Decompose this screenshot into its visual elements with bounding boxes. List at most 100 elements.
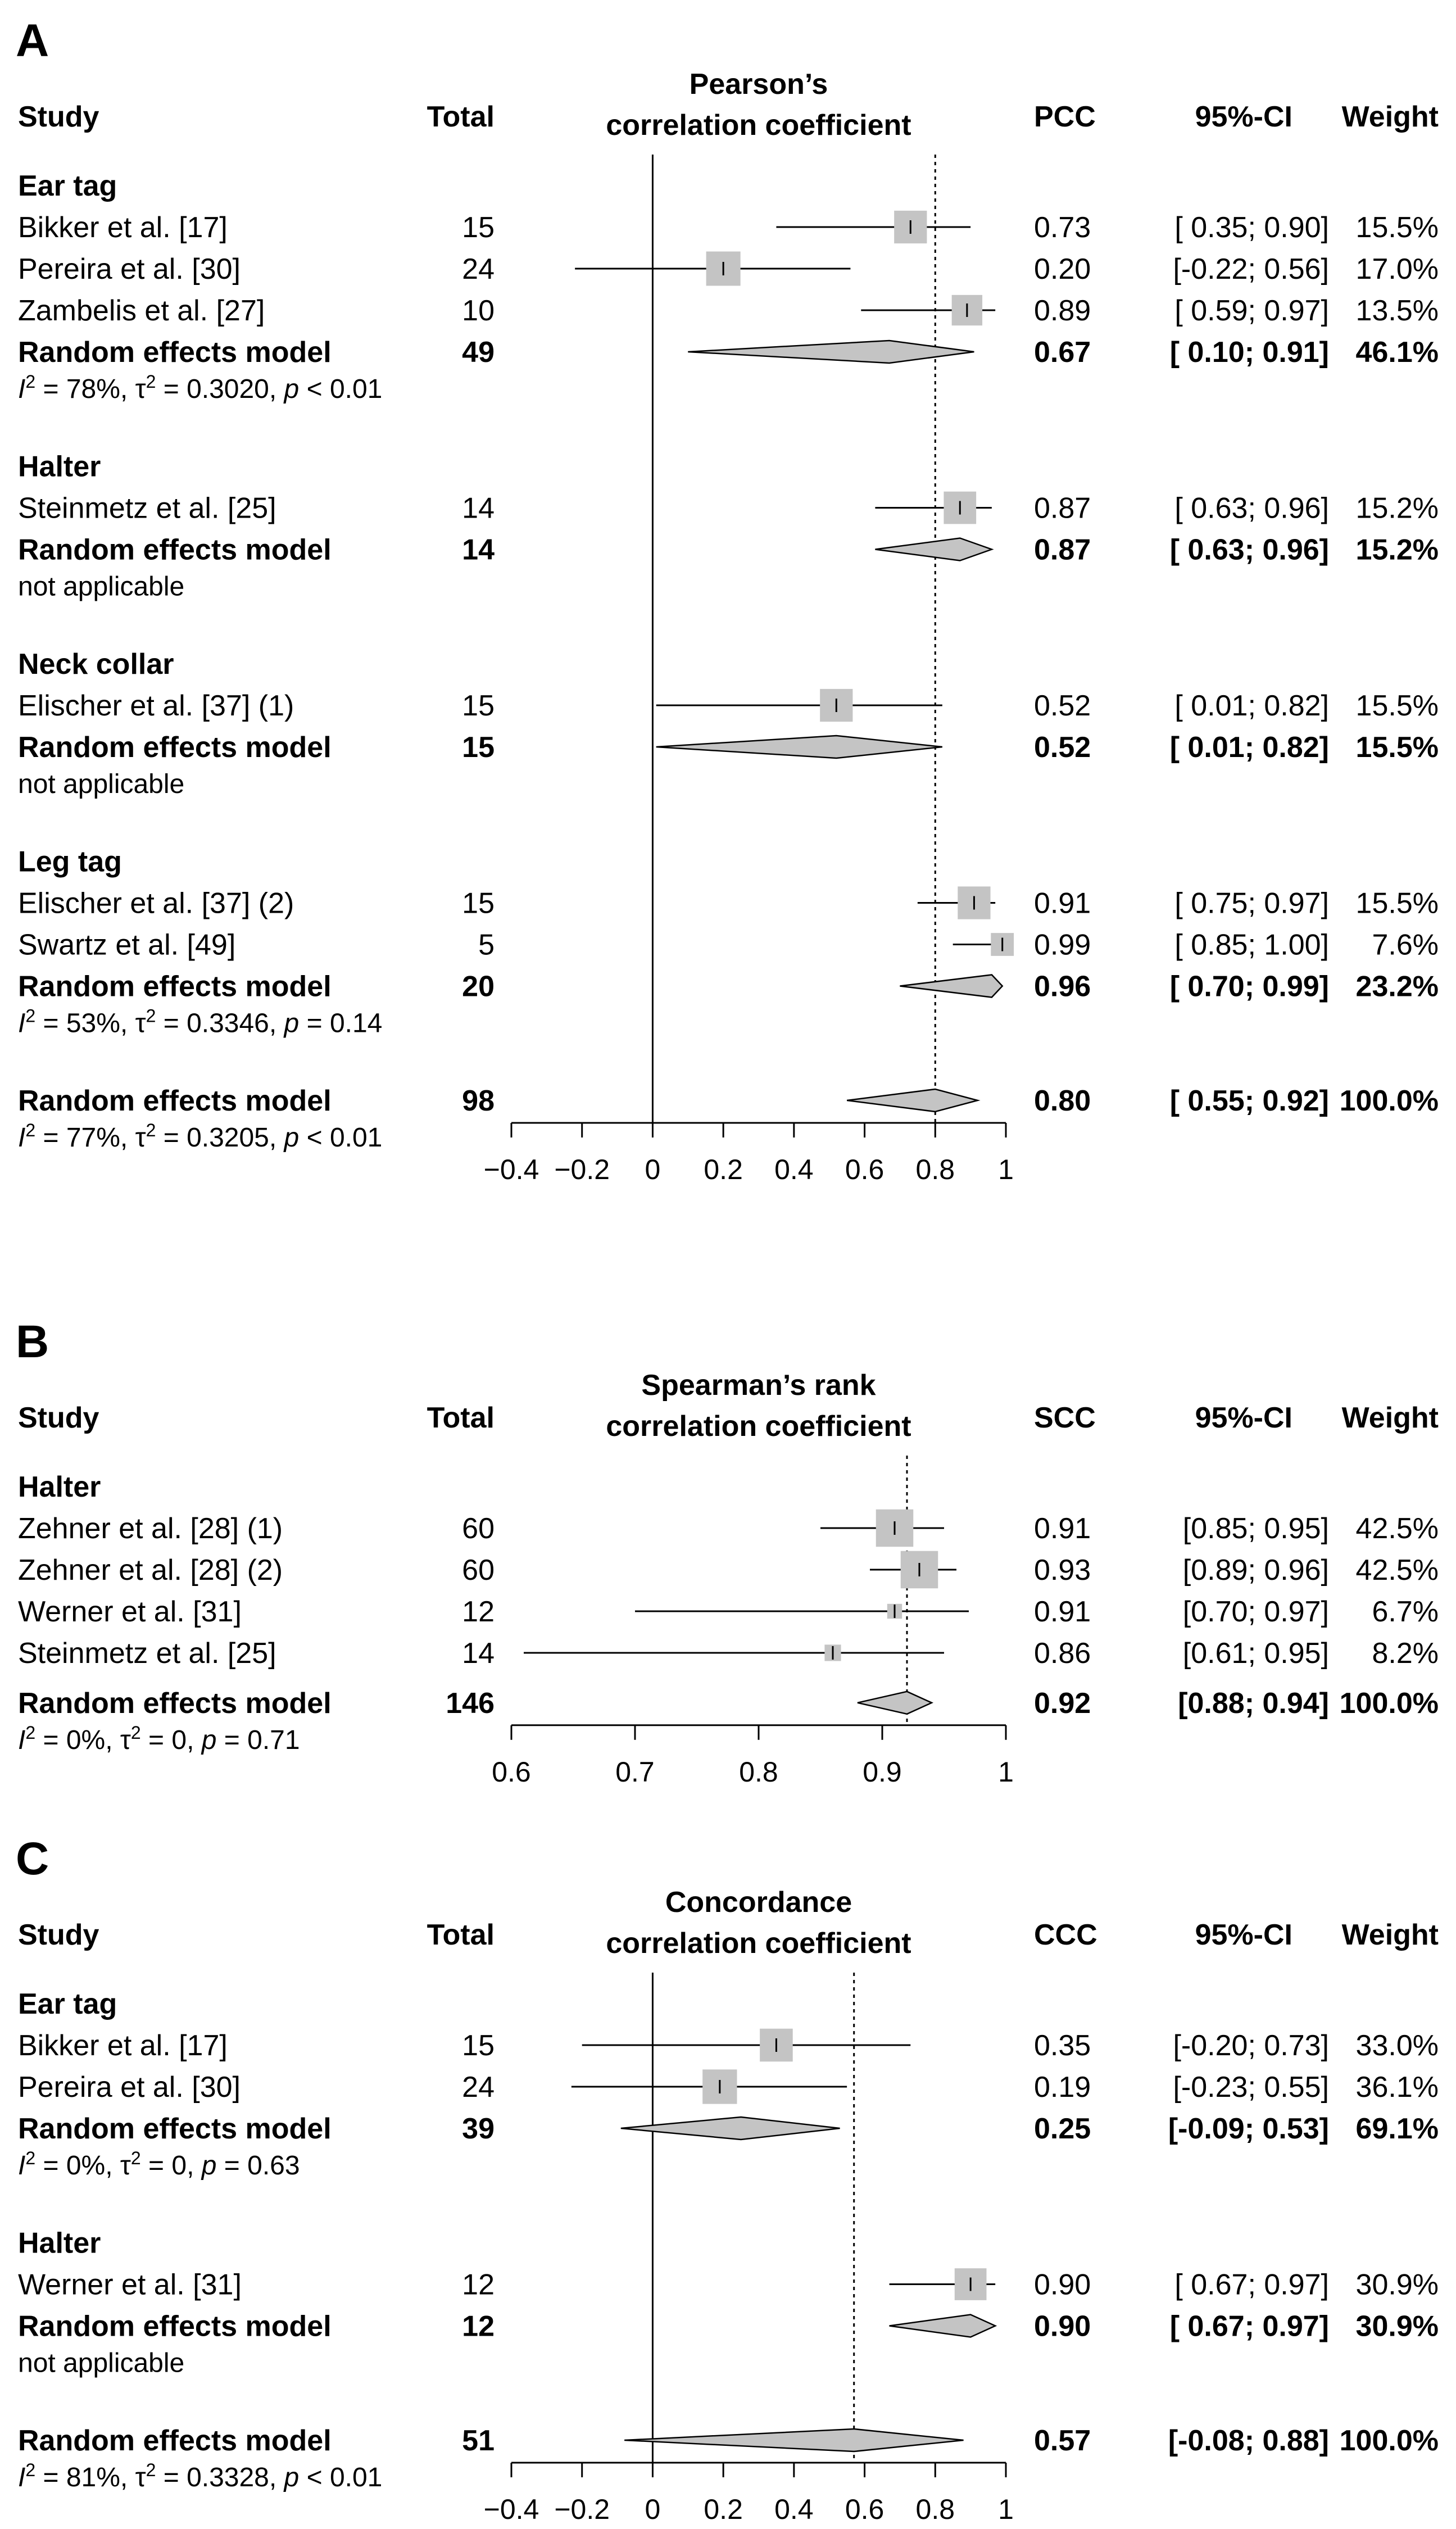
- header-plot-title: Concordance: [665, 1886, 852, 1919]
- header-total: Total: [427, 1402, 495, 1434]
- study-ci: [-0.23; 0.55]: [1173, 2071, 1329, 2104]
- heterogeneity-stats: I2 = 0%, τ2 = 0, p = 0.63: [18, 2148, 300, 2181]
- subgroup-summary-total: 14: [462, 534, 495, 566]
- header-study: Study: [18, 101, 99, 133]
- subgroup-summary-diamond: [620, 2116, 840, 2141]
- header-estimate: SCC: [1034, 1402, 1096, 1434]
- heterogeneity-stats: I2 = 53%, τ2 = 0.3346, p = 0.14: [18, 1006, 382, 1039]
- header-plot-subtitle: correlation coefficient: [606, 1927, 911, 1960]
- x-axis-tick-label: −0.4: [484, 1154, 539, 1185]
- x-axis-tick-label: 0.4: [774, 2494, 814, 2525]
- study-weight: 42.5%: [1356, 1554, 1439, 1587]
- study-name: Werner et al. [31]: [18, 1596, 242, 1628]
- study-total: 15: [462, 211, 495, 244]
- study-estimate: 0.91: [1034, 887, 1091, 920]
- overall-summary-estimate: 0.92: [1034, 1687, 1091, 1720]
- study-ci: [0.85; 0.95]: [1183, 1512, 1329, 1545]
- study-total: 24: [462, 253, 495, 285]
- overall-summary-diamond: [624, 2428, 964, 2453]
- study-ci: [ 0.85; 1.00]: [1174, 929, 1329, 962]
- x-axis-tick-label: 0.8: [739, 1756, 778, 1788]
- header-weight: Weight: [1342, 1402, 1439, 1434]
- study-weight: 15.5%: [1356, 690, 1439, 722]
- study-total: 60: [462, 1554, 495, 1587]
- study-estimate: 0.91: [1034, 1596, 1091, 1628]
- subgroup-summary-diamond: [688, 339, 974, 364]
- heterogeneity-stats: I2 = 81%, τ2 = 0.3328, p < 0.01: [18, 2460, 382, 2492]
- study-estimate: 0.19: [1034, 2071, 1091, 2104]
- study-name: Zambelis et al. [27]: [18, 294, 265, 327]
- study-name: Bikker et al. [17]: [18, 2029, 228, 2062]
- x-axis-tick-label: 0: [645, 2494, 661, 2525]
- x-axis-tick-label: 0.6: [845, 2494, 885, 2525]
- study-weight: 13.5%: [1356, 294, 1439, 327]
- subgroup-summary-total: 15: [462, 731, 495, 764]
- subgroup-summary-weight: 69.1%: [1356, 2113, 1439, 2145]
- x-axis-tick-label: 0.9: [863, 1756, 902, 1788]
- x-axis-tick-label: 0.8: [916, 1154, 955, 1185]
- overall-summary-label: Random effects model: [18, 1687, 332, 1720]
- overall-summary-total: 51: [462, 2424, 495, 2457]
- study-weight: 8.2%: [1372, 1637, 1439, 1670]
- study-weight: 15.2%: [1356, 492, 1439, 525]
- header-estimate: PCC: [1034, 101, 1096, 133]
- header-study: Study: [18, 1919, 99, 1951]
- panel-letter: C: [16, 1833, 49, 1884]
- subgroup-summary-total: 20: [462, 971, 495, 1003]
- x-axis-tick-label: 1: [998, 2494, 1014, 2525]
- study-ci: [ 0.75; 0.97]: [1174, 887, 1329, 920]
- study-total: 15: [462, 690, 495, 722]
- subgroup-summary-label: Random effects model: [18, 534, 332, 566]
- study-weight: 30.9%: [1356, 2269, 1439, 2301]
- overall-summary-total: 98: [462, 1085, 495, 1117]
- overall-summary-estimate: 0.80: [1034, 1085, 1091, 1117]
- heterogeneity-stats: I2 = 77%, τ2 = 0.3205, p < 0.01: [18, 1120, 382, 1153]
- subgroup-heading: Ear tag: [18, 1988, 117, 2020]
- study-estimate: 0.20: [1034, 253, 1091, 285]
- x-axis-tick-label: 0.4: [774, 1154, 814, 1185]
- overall-summary-total: 146: [446, 1687, 495, 1720]
- subgroup-summary-total: 39: [462, 2113, 495, 2145]
- x-axis-tick-label: 0: [645, 1154, 661, 1185]
- subgroup-summary-total: 12: [462, 2310, 495, 2343]
- header-ci: 95%-CI: [1195, 101, 1292, 133]
- overall-summary-diamond: [857, 1690, 934, 1715]
- study-estimate: 0.86: [1034, 1637, 1091, 1670]
- subgroup-summary-total: 49: [462, 336, 495, 369]
- x-axis-tick-label: −0.4: [484, 2494, 539, 2525]
- overall-summary-weight: 100.0%: [1340, 1085, 1439, 1117]
- subgroup-summary-estimate: 0.25: [1034, 2113, 1091, 2145]
- header-plot-title: Spearman’s rank: [641, 1369, 876, 1402]
- subgroup-summary-estimate: 0.52: [1034, 731, 1091, 764]
- subgroup-summary-weight: 46.1%: [1356, 336, 1439, 369]
- study-ci: [ 0.67; 0.97]: [1174, 2269, 1329, 2301]
- study-name: Zehner et al. [28] (1): [18, 1512, 283, 1545]
- header-ci: 95%-CI: [1195, 1919, 1292, 1951]
- header-plot-title: Pearson’s: [690, 68, 828, 101]
- study-weight: 36.1%: [1356, 2071, 1439, 2104]
- study-estimate: 0.89: [1034, 294, 1091, 327]
- subgroup-summary-estimate: 0.96: [1034, 971, 1091, 1003]
- study-weight: 15.5%: [1356, 211, 1439, 244]
- subgroup-summary-label: Random effects model: [18, 2113, 332, 2145]
- header-weight: Weight: [1342, 1919, 1439, 1951]
- overall-summary-weight: 100.0%: [1340, 2424, 1439, 2457]
- study-ci: [-0.20; 0.73]: [1173, 2029, 1329, 2062]
- study-total: 15: [462, 2029, 495, 2062]
- subgroup-summary-ci: [-0.09; 0.53]: [1168, 2113, 1329, 2145]
- overall-summary-ci: [ 0.55; 0.92]: [1170, 1085, 1329, 1117]
- study-estimate: 0.87: [1034, 492, 1091, 525]
- subgroup-heading: Neck collar: [18, 648, 174, 681]
- subgroup-summary-ci: [ 0.01; 0.82]: [1170, 731, 1329, 764]
- subgroup-summary-weight: 23.2%: [1356, 971, 1439, 1003]
- x-axis-tick-label: 0.2: [704, 1154, 743, 1185]
- study-estimate: 0.93: [1034, 1554, 1091, 1587]
- subgroup-heading: Halter: [18, 451, 101, 483]
- heterogeneity-stats: not applicable: [18, 769, 184, 799]
- study-ci: [ 0.35; 0.90]: [1174, 211, 1329, 244]
- study-total: 10: [462, 294, 495, 327]
- subgroup-summary-ci: [ 0.10; 0.91]: [1170, 336, 1329, 369]
- study-weight: 17.0%: [1356, 253, 1439, 285]
- study-total: 5: [478, 929, 495, 962]
